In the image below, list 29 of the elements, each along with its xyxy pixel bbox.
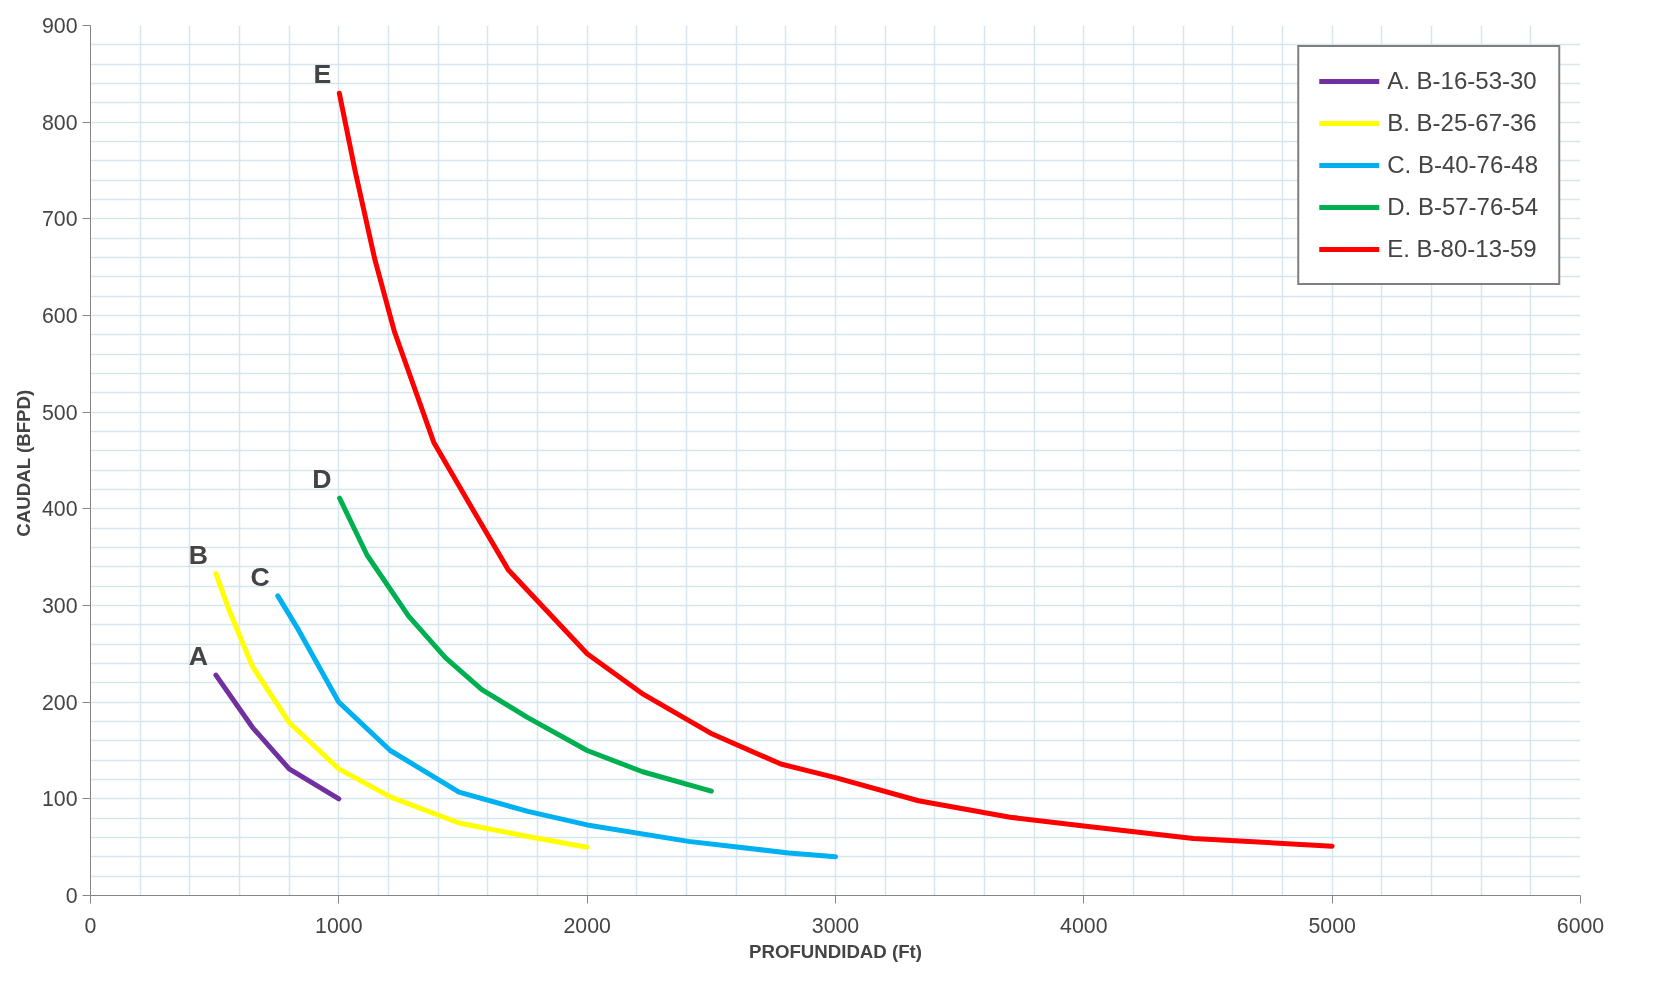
annotation: A (188, 641, 208, 672)
y-tick-label: 400 (41, 497, 78, 522)
x-tick-label: 0 (84, 913, 97, 938)
y-tick-label: 700 (41, 207, 78, 232)
x-tick-label: 3000 (811, 913, 860, 938)
x-tick-label: 2000 (563, 913, 612, 938)
annotation: B (188, 539, 208, 570)
legend-label: C. B-40-76-48 (1387, 151, 1538, 179)
legend-label: E. B-80-13-59 (1387, 235, 1537, 263)
y-tick-label: 500 (41, 400, 78, 425)
y-tick-label: 200 (41, 690, 78, 715)
x-tick-label: 5000 (1308, 913, 1357, 938)
annotation: E (313, 59, 332, 90)
y-axis-title: CAUDAL (BFPD) (12, 389, 34, 537)
annotation: C (250, 561, 270, 592)
y-tick-label: 300 (41, 594, 78, 618)
legend-label: D. B-57-76-54 (1387, 193, 1538, 221)
y-tick-label: 100 (41, 787, 78, 812)
y-tick-label: 800 (41, 110, 78, 135)
annotation: D (312, 464, 332, 495)
y-tick-label: 600 (41, 304, 78, 328)
x-tick-label: 1000 (315, 913, 363, 938)
y-tick-label: 0 (65, 884, 78, 908)
y-tick-label: 900 (41, 14, 78, 38)
legend-label: A. B-16-53-30 (1387, 67, 1537, 95)
x-tick-label: 6000 (1556, 913, 1605, 938)
x-tick-label: 4000 (1060, 913, 1108, 938)
x-axis-title: PROFUNDIDAD (Ft) (748, 940, 923, 962)
legend-label: B. B-25-67-36 (1387, 109, 1537, 137)
